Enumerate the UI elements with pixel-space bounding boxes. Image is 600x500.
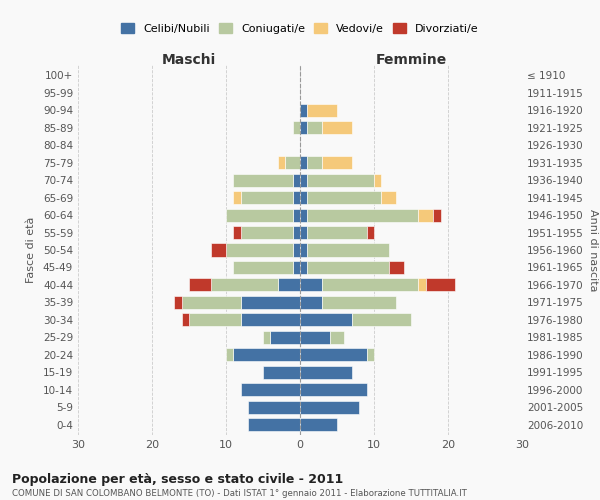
Bar [293, 226, 300, 239]
Bar [226, 208, 293, 222]
Bar [174, 296, 182, 309]
Bar [307, 226, 367, 239]
Bar [293, 261, 300, 274]
Bar [241, 314, 300, 326]
Bar [293, 191, 300, 204]
Text: Popolazione per età, sesso e stato civile - 2011: Popolazione per età, sesso e stato civil… [12, 472, 343, 486]
Bar [382, 191, 396, 204]
Bar [211, 278, 278, 291]
Bar [300, 348, 367, 362]
Text: Femmine: Femmine [376, 52, 446, 66]
Bar [233, 174, 293, 186]
Bar [433, 208, 440, 222]
Bar [307, 208, 418, 222]
Bar [211, 244, 226, 256]
Bar [263, 366, 300, 378]
Bar [300, 418, 337, 431]
Bar [300, 191, 307, 204]
Bar [322, 122, 352, 134]
Bar [300, 122, 307, 134]
Bar [293, 174, 300, 186]
Bar [389, 261, 404, 274]
Bar [278, 156, 285, 170]
Bar [278, 278, 300, 291]
Bar [300, 261, 307, 274]
Bar [307, 244, 389, 256]
Bar [307, 174, 374, 186]
Bar [241, 191, 293, 204]
Bar [300, 330, 329, 344]
Bar [300, 244, 307, 256]
Bar [285, 156, 300, 170]
Legend: Celibi/Nubili, Coniugati/e, Vedovi/e, Divorziati/e: Celibi/Nubili, Coniugati/e, Vedovi/e, Di… [117, 19, 483, 38]
Bar [307, 156, 322, 170]
Bar [233, 261, 293, 274]
Bar [374, 174, 382, 186]
Bar [271, 330, 300, 344]
Bar [300, 314, 352, 326]
Bar [241, 296, 300, 309]
Bar [352, 314, 411, 326]
Bar [241, 226, 293, 239]
Bar [300, 174, 307, 186]
Bar [367, 348, 374, 362]
Bar [300, 104, 307, 117]
Bar [322, 278, 418, 291]
Bar [322, 296, 396, 309]
Bar [300, 278, 322, 291]
Bar [182, 296, 241, 309]
Bar [300, 383, 367, 396]
Bar [263, 330, 271, 344]
Bar [307, 261, 389, 274]
Bar [367, 226, 374, 239]
Bar [233, 191, 241, 204]
Bar [300, 156, 307, 170]
Bar [307, 122, 322, 134]
Bar [300, 226, 307, 239]
Y-axis label: Anni di nascita: Anni di nascita [587, 209, 598, 291]
Bar [418, 278, 426, 291]
Bar [307, 104, 337, 117]
Bar [293, 244, 300, 256]
Bar [233, 348, 300, 362]
Y-axis label: Fasce di età: Fasce di età [26, 217, 36, 283]
Bar [300, 400, 359, 413]
Bar [293, 208, 300, 222]
Bar [248, 400, 300, 413]
Bar [189, 278, 211, 291]
Bar [322, 156, 352, 170]
Bar [226, 244, 293, 256]
Bar [182, 314, 189, 326]
Bar [300, 208, 307, 222]
Bar [189, 314, 241, 326]
Bar [233, 226, 241, 239]
Bar [300, 296, 322, 309]
Bar [248, 418, 300, 431]
Bar [293, 122, 300, 134]
Bar [426, 278, 455, 291]
Bar [226, 348, 233, 362]
Bar [300, 366, 352, 378]
Bar [418, 208, 433, 222]
Text: Maschi: Maschi [162, 52, 216, 66]
Text: COMUNE DI SAN COLOMBANO BELMONTE (TO) - Dati ISTAT 1° gennaio 2011 - Elaborazion: COMUNE DI SAN COLOMBANO BELMONTE (TO) - … [12, 489, 467, 498]
Bar [329, 330, 344, 344]
Bar [241, 383, 300, 396]
Bar [307, 191, 382, 204]
